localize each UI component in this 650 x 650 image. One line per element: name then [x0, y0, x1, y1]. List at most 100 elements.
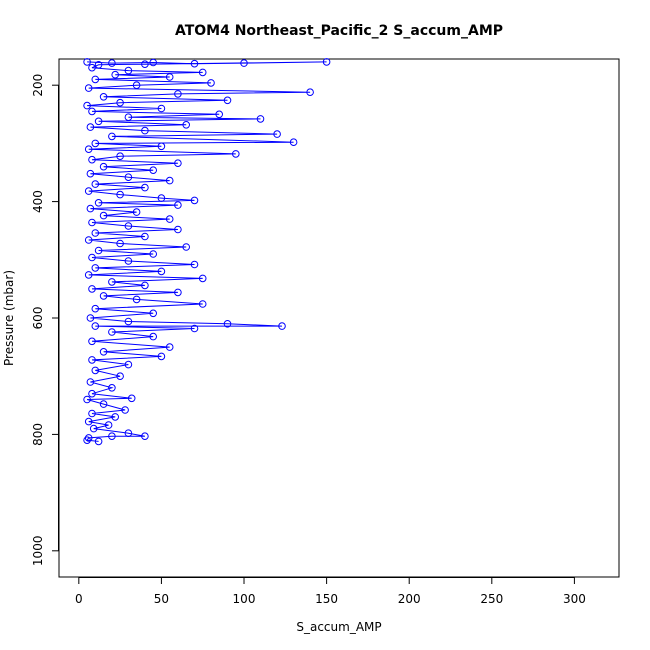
y-axis-title: Pressure (mbar) [2, 270, 16, 366]
data-point [157, 352, 166, 361]
data-point [124, 173, 133, 181]
data-point [99, 211, 108, 220]
data-point [190, 59, 199, 68]
data-point [104, 421, 113, 429]
y-tick-label: 600 [31, 307, 45, 330]
data-point [182, 121, 190, 129]
data-point [198, 300, 207, 308]
data-point [83, 395, 91, 404]
data-point [116, 239, 124, 248]
data-point [198, 274, 207, 283]
y-axis: 200 400 600 800 1000 [31, 74, 59, 566]
x-tick-label: 0 [75, 592, 83, 606]
data-point [88, 107, 96, 116]
data-point [84, 434, 93, 442]
data-point [198, 68, 207, 77]
data-point [240, 59, 248, 67]
y-tick-label: 200 [31, 74, 45, 97]
data-point [99, 162, 108, 171]
data-point [91, 229, 100, 237]
data-point [141, 60, 149, 68]
data-point [84, 187, 93, 195]
data-point [132, 81, 141, 89]
data-point [306, 88, 314, 96]
data-point [223, 96, 232, 105]
data-point [108, 59, 116, 67]
data-point [124, 66, 133, 75]
data-point [88, 155, 96, 164]
data-point [141, 126, 149, 135]
data-point [124, 113, 133, 121]
data-point [88, 389, 96, 398]
data-point [141, 432, 149, 441]
data-point [132, 208, 141, 216]
data-point [182, 243, 190, 251]
data-point [132, 295, 141, 304]
data-point [124, 317, 133, 326]
data-point [91, 180, 100, 188]
chart-title: ATOM4 Northeast_Pacific_2 S_accum_AMP [175, 23, 503, 39]
y-tick-label: 1000 [31, 536, 45, 567]
x-tick-label: 150 [315, 592, 338, 606]
data-point [88, 285, 96, 293]
data-point [232, 150, 240, 158]
y-tick-label: 400 [31, 190, 45, 213]
data-point [86, 314, 95, 322]
data-point [84, 236, 93, 244]
x-tick-label: 200 [398, 592, 421, 606]
data-point [91, 304, 100, 313]
data-point [157, 104, 166, 113]
data-point [157, 142, 166, 151]
data-point [149, 309, 157, 318]
data-point [190, 260, 199, 269]
data-point [94, 199, 103, 207]
x-axis: 0 50 100 150 200 250 300 [75, 577, 586, 606]
data-point [94, 246, 103, 255]
data-series [83, 58, 331, 446]
data-point [89, 424, 98, 433]
data-point [124, 222, 133, 230]
data-point [174, 225, 182, 234]
data-point [91, 75, 100, 84]
data-point [108, 328, 116, 336]
data-point [149, 332, 157, 341]
data-point [86, 123, 95, 131]
data-point [94, 61, 103, 69]
plot-area [58, 58, 620, 578]
data-point [88, 218, 96, 227]
data-point [88, 356, 96, 364]
data-point [157, 194, 166, 202]
data-point [94, 117, 103, 126]
data-point [116, 152, 124, 160]
data-point [165, 73, 174, 81]
data-point [83, 101, 91, 110]
data-point [116, 190, 124, 199]
data-point [86, 378, 95, 386]
data-point [124, 360, 133, 369]
data-point [84, 84, 93, 92]
data-point [86, 204, 95, 213]
data-point [108, 384, 116, 392]
data-point [83, 58, 91, 66]
x-tick-label: 300 [563, 592, 586, 606]
data-point [99, 292, 108, 300]
data-point [165, 176, 174, 185]
data-point [99, 93, 108, 101]
data-point [207, 79, 215, 87]
data-point [174, 159, 182, 167]
data-point [91, 264, 100, 272]
data-point [108, 132, 116, 141]
series-line [86, 61, 327, 442]
data-point [174, 90, 182, 98]
data-point [84, 271, 93, 279]
x-tick-label: 250 [480, 592, 503, 606]
data-point [190, 196, 199, 205]
data-point [149, 250, 157, 258]
data-point [124, 257, 133, 265]
data-point [88, 63, 96, 72]
plot-border [58, 58, 620, 578]
data-point [91, 322, 100, 330]
data-point [88, 409, 96, 418]
data-point [215, 110, 223, 119]
